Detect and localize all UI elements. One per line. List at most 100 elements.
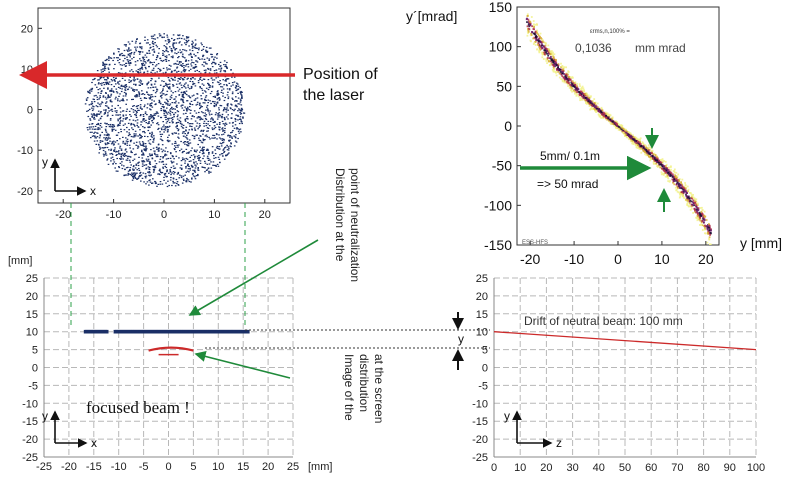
beam-particle [219, 122, 221, 124]
phase-point [660, 173, 663, 176]
beam-particle [208, 125, 211, 127]
beam-particle [175, 83, 178, 85]
phase-point [663, 167, 666, 170]
phase-point [661, 167, 663, 170]
beam-particle [174, 108, 176, 110]
beam-particle [167, 129, 169, 131]
beam-particle [210, 167, 213, 169]
beam-particle [152, 138, 155, 140]
beam-particle [151, 120, 154, 122]
beam-particle [195, 134, 198, 136]
beam-particle [156, 185, 158, 187]
phase-point [532, 37, 535, 40]
beam-particle [156, 123, 158, 125]
beam-particle [214, 96, 217, 98]
beam-particle [195, 161, 197, 163]
axis-indicator: y z [504, 409, 562, 450]
phase-point [582, 93, 585, 95]
beam-particle [143, 145, 145, 147]
beam-particle [142, 131, 144, 133]
beam-particle [192, 62, 195, 64]
beam-particle [196, 69, 198, 72]
beam-particle [121, 161, 123, 163]
beam-particle [130, 53, 132, 55]
beam-particle [198, 117, 200, 119]
beam-particle [168, 86, 171, 88]
beam-particle [152, 43, 154, 45]
beam-particle [175, 96, 177, 98]
neutralization-pointer [188, 239, 319, 316]
beam-particle [119, 87, 121, 89]
phase-point [638, 148, 641, 150]
beam-particle [199, 160, 202, 162]
beam-particle [105, 101, 108, 103]
beam-particle [133, 124, 135, 126]
beam-particle [138, 92, 141, 94]
phase-point [555, 64, 558, 66]
phase-point [576, 86, 579, 89]
phase-point [593, 103, 595, 106]
phase-point [679, 195, 682, 198]
beam-particle [146, 82, 149, 85]
beam-particle [111, 108, 113, 110]
beam-particle [129, 53, 131, 55]
beam-particle [185, 59, 187, 61]
beam-particle [150, 84, 153, 86]
beam-particle [150, 80, 152, 82]
beam-particle [198, 157, 200, 159]
beam-particle [182, 101, 185, 104]
beam-particle [95, 128, 97, 130]
beam-particle [106, 143, 109, 145]
beam-particle [108, 83, 110, 85]
phase-point [574, 88, 577, 91]
beam-particle [170, 173, 172, 176]
beam-particle [224, 125, 226, 127]
beam-particle [109, 57, 112, 59]
beam-particle [118, 150, 120, 152]
phase-point [667, 166, 670, 169]
beam-particle [218, 112, 221, 114]
beam-particle [114, 107, 116, 109]
beam-particle [188, 143, 190, 145]
beam-particle [157, 112, 159, 114]
beam-particle [181, 132, 184, 134]
beam-particle [128, 133, 131, 136]
phase-point [555, 63, 557, 65]
phase-point [547, 52, 550, 55]
beam-particle [139, 47, 142, 49]
beam-particle [112, 144, 115, 146]
beam-particle [143, 154, 145, 156]
beam-particle [106, 81, 108, 83]
beam-particle [89, 128, 91, 130]
phase-point [664, 160, 667, 163]
beam-particle [227, 146, 229, 148]
beam-particle [140, 137, 142, 139]
beam-particle [111, 142, 114, 144]
beam-particle [169, 169, 171, 171]
phase-point [666, 173, 669, 176]
beam-particle [207, 102, 209, 104]
beam-particle [136, 122, 139, 124]
beam-particle [218, 126, 220, 128]
beam-particle [221, 138, 224, 140]
beam-particle [115, 114, 117, 116]
beam-particle [182, 95, 184, 97]
beam-particle [208, 72, 211, 74]
beam-particle [216, 81, 219, 83]
phase-point [644, 150, 647, 152]
beam-particle [101, 102, 104, 104]
beam-particle [210, 118, 212, 120]
beam-particle [174, 62, 177, 65]
phase-point [542, 53, 545, 55]
phase-point [701, 206, 703, 209]
beam-particle [154, 72, 156, 74]
beam-particle [168, 134, 170, 136]
phase-point [604, 111, 607, 114]
beam-particle [192, 159, 195, 161]
beam-particle [193, 170, 196, 172]
focused-image-arc [148, 346, 194, 352]
beam-particle [221, 139, 224, 141]
beam-particle [119, 111, 122, 113]
beam-particle [217, 76, 220, 78]
beam-particle [217, 156, 220, 158]
